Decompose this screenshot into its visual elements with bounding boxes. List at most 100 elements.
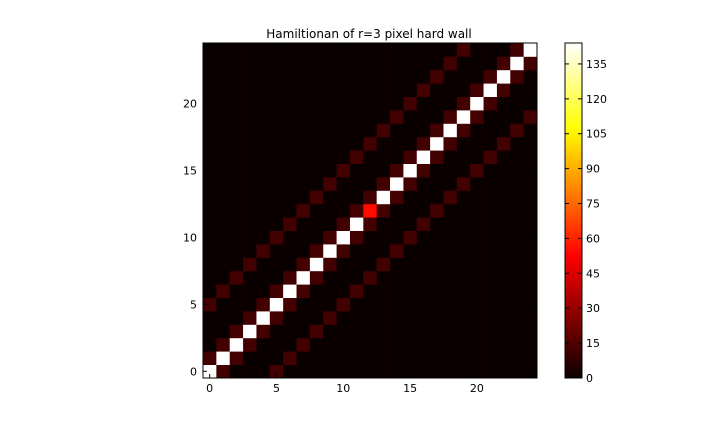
heatmap-cell <box>483 83 498 97</box>
heatmap-cell <box>229 284 244 298</box>
heatmap-cell <box>229 190 244 205</box>
heatmap-cell <box>243 123 257 138</box>
heatmap-cell <box>296 203 311 218</box>
heatmap-cell <box>403 177 418 191</box>
heatmap-cell <box>376 257 391 272</box>
heatmap-cell <box>216 311 231 325</box>
heatmap-cell <box>390 284 404 298</box>
heatmap-cell <box>296 96 311 111</box>
heatmap-cell <box>483 56 498 71</box>
heatmap-cell <box>416 163 431 178</box>
heatmap-cell <box>430 56 444 71</box>
heatmap-cell <box>523 311 538 325</box>
heatmap-cell <box>376 163 391 178</box>
heatmap-cell <box>496 284 511 298</box>
heatmap-cell <box>470 96 484 111</box>
heatmap-cell <box>456 217 471 231</box>
heatmap-cell <box>430 83 444 97</box>
heatmap-cell <box>269 56 284 71</box>
heatmap-cell <box>296 324 311 339</box>
heatmap-cell <box>323 217 337 231</box>
heatmap-cell <box>203 337 217 352</box>
heatmap-cell <box>216 337 231 352</box>
heatmap-cell <box>416 136 431 151</box>
heatmap-cell <box>229 297 244 312</box>
heatmap-cell <box>216 163 231 178</box>
heatmap-cell <box>269 284 284 298</box>
heatmap-cell <box>363 364 378 379</box>
heatmap-cell <box>390 324 404 339</box>
x-tick-label: 5 <box>273 382 280 395</box>
heatmap-cell <box>430 337 444 352</box>
heatmap-cell <box>283 177 297 191</box>
heatmap-cell <box>309 337 324 352</box>
heatmap-cell <box>376 123 391 138</box>
heatmap-cell <box>203 177 217 191</box>
heatmap-cell <box>336 337 351 352</box>
heatmap-cell <box>243 257 257 272</box>
heatmap-cell <box>443 217 458 231</box>
heatmap-cell <box>269 217 284 231</box>
y-tick-label: 5 <box>190 298 197 311</box>
heatmap-cell <box>523 56 538 71</box>
heatmap-cell <box>229 244 244 258</box>
heatmap-cell <box>216 217 231 231</box>
heatmap-cell <box>336 136 351 151</box>
heatmap-cell <box>403 150 418 164</box>
heatmap-cell <box>363 324 378 339</box>
heatmap-cell <box>243 56 257 71</box>
heatmap-cell <box>243 136 257 151</box>
heatmap-cell <box>203 297 217 312</box>
heatmap-cell <box>390 123 404 138</box>
heatmap-cell <box>523 203 538 218</box>
heatmap-cell <box>323 190 337 205</box>
heatmap-cell <box>496 337 511 352</box>
heatmap-cell <box>483 270 498 285</box>
heatmap-cell <box>336 324 351 339</box>
heatmap-cell <box>243 43 257 57</box>
heatmap-cell <box>376 83 391 97</box>
heatmap-cell <box>283 96 297 111</box>
heatmap-cell <box>456 83 471 97</box>
heatmap-cell <box>216 190 231 205</box>
heatmap-cell <box>336 123 351 138</box>
heatmap-cell <box>283 230 297 245</box>
heatmap-cell <box>216 351 231 365</box>
heatmap-cell <box>363 230 378 245</box>
heatmap-cell <box>323 284 337 298</box>
x-tick-label: 10 <box>336 382 350 395</box>
heatmap-cell <box>256 110 271 124</box>
heatmap-cell <box>403 230 418 245</box>
heatmap-cell <box>416 230 431 245</box>
heatmap-cell <box>243 244 257 258</box>
heatmap-cell <box>510 136 525 151</box>
heatmap-cell <box>456 324 471 339</box>
heatmap-cell <box>283 311 297 325</box>
heatmap-cell <box>523 364 538 379</box>
heatmap-cell <box>283 203 297 218</box>
heatmap-cell <box>216 136 231 151</box>
heatmap-cell <box>243 230 257 245</box>
heatmap-cell <box>336 83 351 97</box>
heatmap-cell <box>229 83 244 97</box>
heatmap-cell <box>229 230 244 245</box>
heatmap-cell <box>243 190 257 205</box>
heatmap-cell <box>349 257 364 272</box>
heatmap-cell <box>456 69 471 84</box>
heatmap-cell <box>296 43 311 57</box>
heatmap-cell <box>296 150 311 164</box>
heatmap-cell <box>203 217 217 231</box>
heatmap-cell <box>443 270 458 285</box>
colorbar-tick-label: 0 <box>586 372 593 385</box>
heatmap-cell <box>283 351 297 365</box>
heatmap-cell <box>510 217 525 231</box>
heatmap-cell <box>283 217 297 231</box>
heatmap-cell <box>309 177 324 191</box>
heatmap-cell <box>456 177 471 191</box>
heatmap-cell <box>470 136 484 151</box>
heatmap-cell <box>203 190 217 205</box>
heatmap-cell <box>203 244 217 258</box>
heatmap-cell <box>510 83 525 97</box>
heatmap-cell <box>390 244 404 258</box>
heatmap-cell <box>376 56 391 71</box>
